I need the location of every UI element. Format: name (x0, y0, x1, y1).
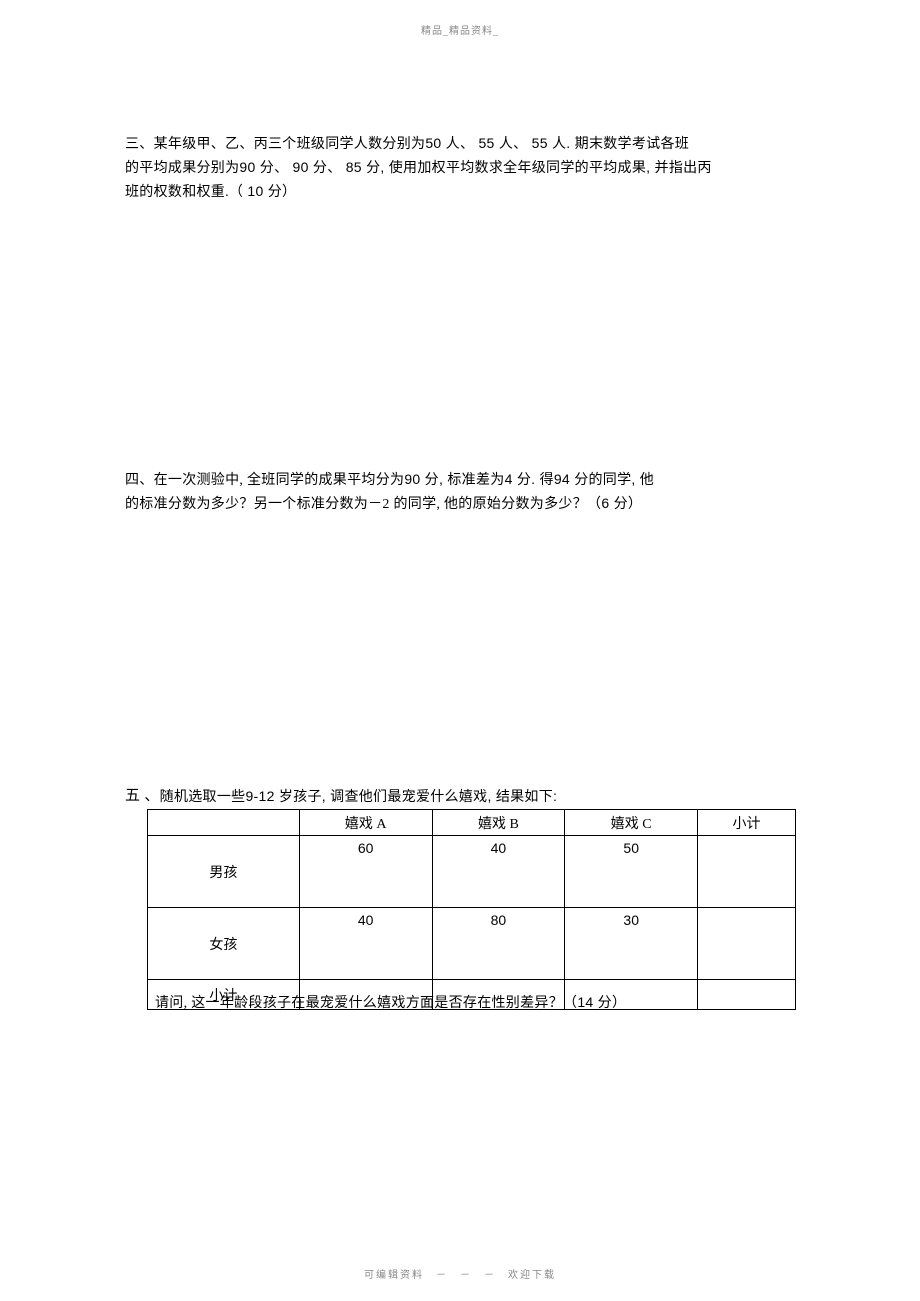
q4-seg6: －2 的同学, 他的原始分数为多少？（ (368, 497, 601, 512)
q3-seg4: 90 分、 90 分、 85 分, 使用加权平均数求全年级同学的平均成果, 并指… (239, 159, 711, 175)
th-game-b: 嬉戏 B (432, 810, 565, 836)
q4-text: 四、在一次测验中, 全班同学的成果平均分为90 分, 标准差为4 分. 得94 … (125, 468, 805, 516)
q5-seg1: 五 、 (125, 788, 160, 804)
th-blank (148, 810, 300, 836)
q3-seg5: 班的权数和权重. (125, 185, 229, 200)
question-3: 三、某年级甲、乙、丙三个班级同学人数分别为50 人、 55 人、 55 人. 期… (125, 132, 805, 204)
cell-boys-c: 50 (565, 836, 698, 908)
games-table: 嬉戏 A 嬉戏 B 嬉戏 C 小计 男孩 60 40 50 女孩 40 80 3… (147, 809, 796, 1010)
q5-after-text: 请问, 这一年龄段孩子在最宠爱什么嬉戏方面是否存在性别差异？（14 分） (155, 991, 805, 1015)
q5-seg2: 随机选取一些 (160, 790, 246, 805)
q4-seg1: 四、在一次测验中, 全班同学的成果平均分为 (125, 473, 404, 488)
page-footer: 可编辑资料 － － － 欢迎下载 (0, 1266, 920, 1281)
q4-seg4: 94 分的同学, 他 (554, 471, 654, 487)
q5-table: 嬉戏 A 嬉戏 B 嬉戏 C 小计 男孩 60 40 50 女孩 40 80 3… (147, 809, 796, 1010)
table-row: 女孩 40 80 30 (148, 908, 796, 980)
question-5-after: 请问, 这一年龄段孩子在最宠爱什么嬉戏方面是否存在性别差异？（14 分） (155, 991, 805, 1015)
q5-after-seg2: 14 分） (577, 994, 626, 1010)
table-row: 男孩 60 40 50 (148, 836, 796, 908)
row-label-boys: 男孩 (148, 836, 300, 908)
th-subtotal: 小计 (698, 810, 796, 836)
q5-intro-text: 五 、随机选取一些9-12 岁孩子, 调查他们最宠爱什么嬉戏, 结果如下: (125, 785, 805, 809)
q4-seg2: 90 分, 标准差为 (404, 471, 504, 487)
th-game-c: 嬉戏 C (565, 810, 698, 836)
cell-girls-a: 40 (299, 908, 432, 980)
table-header-row: 嬉戏 A 嬉戏 B 嬉戏 C 小计 (148, 810, 796, 836)
question-4: 四、在一次测验中, 全班同学的成果平均分为90 分, 标准差为4 分. 得94 … (125, 468, 805, 516)
row-label-girls: 女孩 (148, 908, 300, 980)
q4-seg3: 4 分. 得 (505, 471, 554, 487)
q3-seg3: 的平均成果分别为 (125, 161, 239, 176)
q5-seg3: 9-12 岁孩子, 调查他们最宠爱什么嬉戏, 结果如下: (245, 788, 557, 804)
q3-seg6: （ 10 分） (229, 183, 296, 199)
cell-boys-subtotal (698, 836, 796, 908)
q3-seg1: 三、某年级甲、乙、丙三个班级同学人数分别为 (125, 137, 425, 152)
cell-girls-b: 80 (432, 908, 565, 980)
q3-seg2: 50 人、 55 人、 55 人. 期末数学考试各班 (425, 135, 689, 151)
q5-after-seg1: 请问, 这一年龄段孩子在最宠爱什么嬉戏方面是否存在性别差异？（ (155, 996, 577, 1011)
page-header: 精品_精品资料_ (0, 22, 920, 37)
th-game-a: 嬉戏 A (299, 810, 432, 836)
cell-boys-b: 40 (432, 836, 565, 908)
question-5-intro: 五 、随机选取一些9-12 岁孩子, 调查他们最宠爱什么嬉戏, 结果如下: (125, 785, 805, 809)
q4-seg7: 6 分） (601, 495, 642, 511)
cell-girls-subtotal (698, 908, 796, 980)
cell-boys-a: 60 (299, 836, 432, 908)
q3-text: 三、某年级甲、乙、丙三个班级同学人数分别为50 人、 55 人、 55 人. 期… (125, 132, 805, 204)
cell-girls-c: 30 (565, 908, 698, 980)
q4-seg5: 的标准分数为多少？另一个标准分数为 (125, 497, 368, 512)
